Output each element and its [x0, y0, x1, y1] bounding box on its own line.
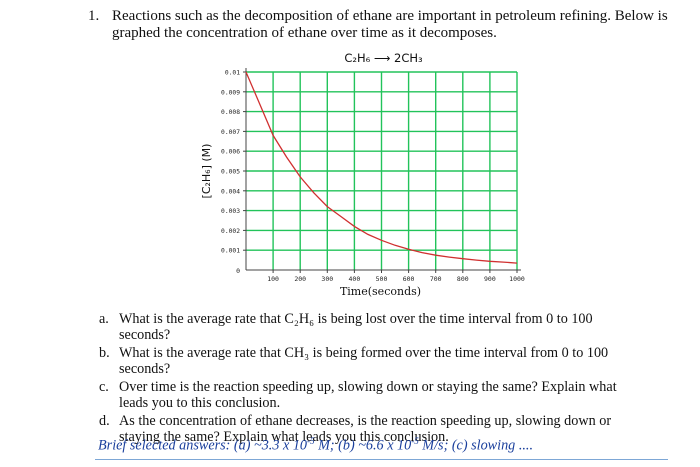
- sub-question-label: d.: [99, 413, 110, 429]
- sub-question-label: b.: [99, 345, 110, 361]
- x-tick-label: 800: [457, 275, 469, 283]
- x-tick-label: 1000: [509, 275, 525, 283]
- brief-exponent-a: -5: [307, 436, 315, 446]
- brief-answers-tail: M/s; (c) slowing ....: [418, 437, 534, 454]
- brief-answers-prefix: Brief selected answers: (a) ~3.3 x 10: [98, 437, 308, 454]
- x-tick-label: 700: [430, 275, 442, 283]
- chart-title: C₂H₆ ⟶ 2CH₃: [344, 51, 423, 65]
- ethane-concentration-chart: 100 200 300 400 500 600 700 800 900 1000 0 0.001 0.0…: [200, 51, 525, 298]
- ethane-concentration-curve: [245, 71, 518, 264]
- sub-question-c: c. Over time is the reaction speeding up,…: [97, 379, 637, 411]
- x-tick-label: 300: [321, 275, 333, 283]
- y-tick-label: 0.01: [225, 70, 240, 77]
- x-tick-label: 600: [403, 275, 415, 283]
- question-number: 1.: [88, 8, 100, 24]
- chart-series: [245, 71, 518, 264]
- sub-question-a: a. What is the average rate that C₂H₆ is …: [97, 311, 637, 343]
- origin-label: 0: [236, 267, 240, 275]
- question-text: Reactions such as the decomposition of e…: [112, 8, 668, 41]
- x-tick-label: 400: [349, 275, 361, 283]
- sub-question-text: What is the average rate that C₂H₆ is be…: [119, 311, 593, 343]
- y-tick-label: 0.002: [221, 228, 240, 235]
- sub-question-text: As the concentration of ethane decreases…: [119, 413, 612, 445]
- bottom-divider: [95, 459, 668, 460]
- sub-question-label: a.: [99, 311, 109, 327]
- x-tick-label: 200: [294, 275, 306, 283]
- y-tick-label: 0.007: [221, 129, 240, 136]
- sub-question-b: b. What is the average rate that CH₃ is b…: [97, 345, 637, 377]
- y-tick-label: 0.004: [221, 188, 240, 195]
- sub-question-d: d. As the concentration of ethane decreas…: [97, 413, 637, 445]
- sub-questions: a. What is the average rate that C₂H₆ is …: [97, 311, 637, 448]
- y-tick-label: 0.008: [221, 109, 240, 116]
- y-tick-label: 0.009: [221, 89, 240, 96]
- sub-question-label: c.: [99, 379, 109, 395]
- x-tick-label: 500: [376, 275, 388, 283]
- chart-labels: 100 200 300 400 500 600 700 800 900 1000 0 0.001 0.0…: [200, 51, 525, 298]
- x-tick-label: 900: [484, 275, 496, 283]
- brief-answers-mid: M; (b) ~6.6 x 10: [314, 437, 412, 454]
- x-axis-title: Time(seconds): [340, 285, 421, 298]
- sub-question-text: Over time is the reaction speeding up, s…: [119, 379, 617, 411]
- y-tick-label: 0.001: [221, 248, 240, 255]
- brief-answers: Brief selected answers: (a) ~3.3 x 10-5 …: [98, 436, 533, 455]
- y-tick-label: 0.005: [221, 169, 240, 176]
- x-tick-label: 100: [267, 275, 279, 283]
- chart-axes: [243, 68, 521, 273]
- brief-exponent-b: -5: [411, 436, 419, 446]
- y-tick-label: 0.003: [221, 208, 240, 215]
- sub-question-text: What is the average rate that CH₃ is bei…: [119, 345, 609, 377]
- y-axis-title: [C₂H₆] (M): [200, 144, 213, 199]
- chart-grid: [246, 71, 518, 270]
- y-tick-label: 0.006: [221, 149, 240, 156]
